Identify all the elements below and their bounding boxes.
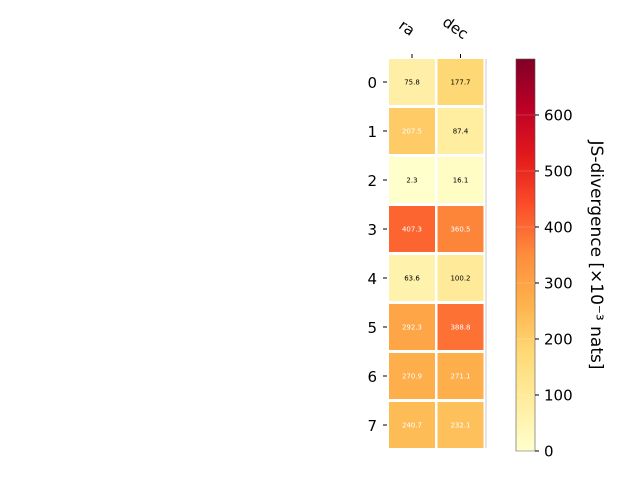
column-label-dec: dec <box>439 13 471 43</box>
heatmap-cell-3-ra <box>389 206 435 252</box>
heatmap-cell-6-dec <box>437 353 484 399</box>
colorbar: 0 100 200 300 400 500 600 JS-divergence [×10⁻³… <box>515 58 606 461</box>
row-label-3: 3 <box>367 221 377 239</box>
cell-value-label-5-ra: 292.3 <box>402 324 422 332</box>
colorbar-tick-label-100: 100 <box>544 387 573 405</box>
colorbar-label: JS-divergence [×10⁻³ nats] <box>586 140 606 370</box>
colorbar-ticks: 0 100 200 300 400 500 600 <box>516 107 573 461</box>
cell-value-label-3-dec: 360.5 <box>450 226 470 234</box>
row-label-7: 7 <box>367 417 377 435</box>
cell-value-label-6-dec: 271.1 <box>450 373 470 381</box>
heatmap-cell-0-ra <box>389 59 435 105</box>
row-label-2: 2 <box>367 172 377 190</box>
colorbar-tick-label-600: 600 <box>544 107 573 125</box>
cell-value-label-0-dec: 177.7 <box>450 79 470 87</box>
colorbar-tick-label-0: 0 <box>544 443 554 461</box>
cell-value-label-2-ra: 2.3 <box>406 177 417 185</box>
colorbar-tick-label-500: 500 <box>544 163 573 181</box>
row-label-6: 6 <box>367 368 377 386</box>
cell-value-label-7-dec: 232.1 <box>450 422 470 430</box>
heatmap-cell-7-ra <box>389 402 435 448</box>
heatmap-cell-6-ra <box>389 353 435 399</box>
cell-value-label-6-ra: 270.9 <box>402 373 422 381</box>
heatmap-cell-5-ra <box>389 304 435 350</box>
heatmap-cell-labels: 75.8 177.7 207.5 87.4 2.3 16.1 407.3 360.5 63.6 1… <box>402 79 471 430</box>
cell-value-label-1-dec: 87.4 <box>453 128 469 136</box>
cell-value-label-0-ra: 75.8 <box>404 79 420 87</box>
heatmap-cell-1-dec <box>437 108 484 154</box>
colorbar-tick-label-300: 300 <box>544 275 573 293</box>
column-label-ra: ra <box>395 16 418 40</box>
row-label-1: 1 <box>367 123 377 141</box>
row-label-4: 4 <box>367 270 377 288</box>
column-axis: ra dec <box>395 13 472 58</box>
cell-value-label-7-ra: 240.7 <box>402 422 422 430</box>
heatmap-cells <box>389 59 487 448</box>
row-label-0: 0 <box>367 74 377 92</box>
row-label-5: 5 <box>367 319 377 337</box>
heatmap-cell-2-ra <box>389 157 435 203</box>
heatmap-cell-5-dec <box>437 304 484 350</box>
cell-value-label-4-dec: 100.2 <box>450 275 470 283</box>
colorbar-gradient <box>515 58 536 452</box>
heatmap-cell-4-dec <box>437 255 484 301</box>
heatmap-cell-1-ra <box>389 108 435 154</box>
heatmap-cell-2-dec <box>437 157 484 203</box>
colorbar-tick-label-200: 200 <box>544 331 573 349</box>
cell-value-label-2-dec: 16.1 <box>453 177 469 185</box>
heatmap-cell-0-dec <box>437 59 484 105</box>
cell-value-label-1-ra: 207.5 <box>402 128 422 136</box>
heatmap-cell-3-dec <box>437 206 484 252</box>
heatmap-cell-4-ra <box>389 255 435 301</box>
cell-value-label-3-ra: 407.3 <box>402 226 422 234</box>
cell-value-label-4-ra: 63.6 <box>404 275 420 283</box>
colorbar-tick-label-400: 400 <box>544 219 573 237</box>
row-axis: 0 1 2 3 4 5 6 7 <box>367 74 387 435</box>
cell-value-label-5-dec: 388.8 <box>450 324 470 332</box>
heatmap-cell-7-dec <box>437 402 484 448</box>
